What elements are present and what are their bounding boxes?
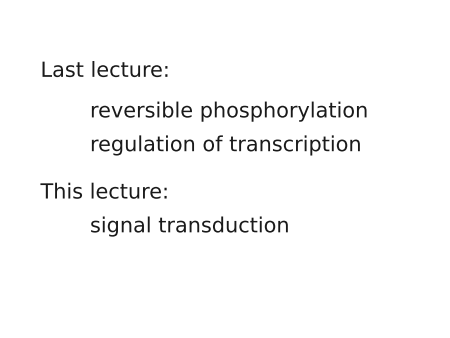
Text: signal transduction: signal transduction [90, 216, 290, 236]
Text: reversible phosphorylation: reversible phosphorylation [90, 101, 369, 121]
Text: regulation of transcription: regulation of transcription [90, 135, 362, 155]
Text: Last lecture:: Last lecture: [40, 61, 170, 81]
Text: This lecture:: This lecture: [40, 183, 169, 202]
